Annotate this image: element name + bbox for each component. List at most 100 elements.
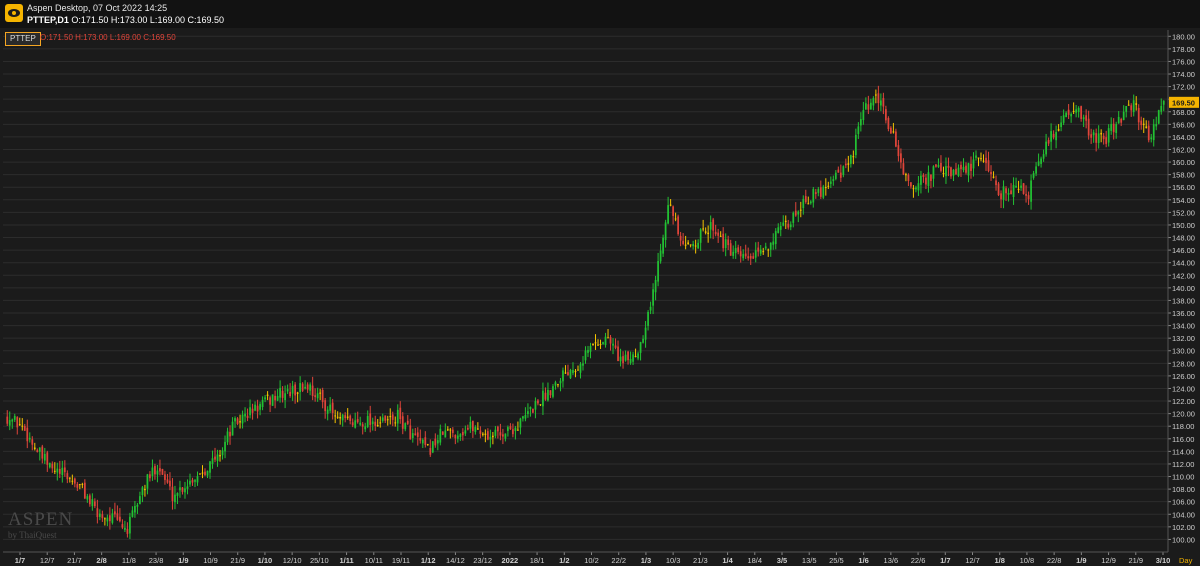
- candle-body: [139, 496, 141, 504]
- candle-body: [659, 250, 662, 262]
- candle-body: [982, 160, 985, 162]
- candle-body: [814, 192, 817, 194]
- candle-body: [862, 110, 865, 121]
- candle-body: [599, 344, 602, 346]
- y-tick-label: 164.00: [1172, 133, 1195, 142]
- candle-body: [246, 415, 249, 418]
- candle-body: [857, 126, 860, 135]
- candle-body: [704, 231, 707, 233]
- y-tick-label: 176.00: [1172, 57, 1195, 66]
- y-tick-label: 162.00: [1172, 145, 1195, 154]
- candle-body: [674, 218, 677, 220]
- candle-body: [134, 506, 136, 513]
- candle-body: [1137, 107, 1140, 123]
- candle-body: [349, 415, 352, 421]
- candle-body: [394, 422, 397, 424]
- candle-body: [194, 480, 196, 482]
- candle-body: [414, 433, 417, 436]
- candle-body: [702, 228, 705, 230]
- candle-body: [244, 413, 246, 417]
- candle-body: [179, 487, 181, 491]
- candle-body: [1050, 131, 1052, 142]
- candle-body: [1130, 105, 1133, 111]
- candle-body: [564, 372, 567, 374]
- candle-body: [78, 484, 81, 486]
- candle-body: [1055, 132, 1057, 141]
- candle-body: [264, 397, 266, 400]
- candle-body: [251, 408, 254, 413]
- candle-body: [191, 479, 194, 483]
- candle-body: [1032, 173, 1035, 178]
- candle-body: [607, 337, 609, 339]
- candle-body: [284, 393, 286, 401]
- candle-body: [1030, 180, 1032, 202]
- candle-body: [1122, 111, 1125, 121]
- candle-body: [880, 100, 882, 106]
- candle-body: [839, 172, 842, 178]
- candle-body: [409, 425, 412, 440]
- candle-body: [1077, 107, 1080, 112]
- candle-body: [757, 247, 760, 252]
- candle-body: [1132, 100, 1135, 113]
- candle-body: [184, 488, 186, 493]
- candle-body: [707, 232, 710, 235]
- candle-body: [384, 415, 387, 421]
- y-tick-label: 156.00: [1172, 183, 1195, 192]
- x-tick-label: 10/11: [365, 556, 383, 565]
- candle-body: [749, 256, 752, 259]
- candle-body: [256, 405, 259, 412]
- candle-body: [189, 480, 191, 485]
- candle-body: [424, 437, 427, 445]
- candle-body: [662, 237, 664, 254]
- candle-body: [965, 165, 967, 173]
- candle-body: [689, 244, 692, 246]
- candle-body: [461, 432, 464, 436]
- candle-body: [1115, 124, 1118, 133]
- y-tick-label: 160.00: [1172, 158, 1195, 167]
- candle-body: [83, 482, 86, 499]
- candle-body: [679, 235, 682, 241]
- candle-body: [1072, 110, 1075, 112]
- candle-body: [507, 427, 509, 431]
- candle-body: [779, 225, 782, 230]
- candle-body: [401, 416, 404, 429]
- candle-body: [537, 400, 539, 404]
- candle-body: [21, 425, 24, 427]
- candle-body: [980, 158, 982, 160]
- candle-body: [764, 246, 767, 249]
- candle-body: [141, 487, 144, 496]
- candle-body: [517, 429, 519, 431]
- candle-body: [296, 392, 299, 394]
- candle-body: [351, 422, 354, 426]
- candle-body: [912, 188, 915, 190]
- candle-body: [712, 219, 715, 231]
- candle-body: [234, 418, 236, 422]
- candle-body: [93, 501, 96, 507]
- candle-body: [476, 428, 479, 430]
- symbol-legend[interactable]: PTTEP: [5, 32, 41, 46]
- candle-body: [73, 478, 76, 484]
- candle-body: [46, 452, 49, 465]
- candle-body: [236, 418, 239, 424]
- aspen-logo-icon[interactable]: [5, 4, 23, 22]
- x-tick-label: 1/2: [559, 556, 569, 565]
- candle-body: [174, 494, 176, 503]
- candle-body: [644, 327, 647, 340]
- candle-body: [494, 429, 497, 436]
- candle-body: [104, 518, 106, 520]
- candle-body: [474, 426, 477, 432]
- candle-body: [864, 103, 867, 110]
- candle-body: [514, 427, 517, 432]
- candle-body: [902, 163, 905, 175]
- candle-body: [1160, 105, 1163, 112]
- candle-body: [369, 413, 372, 425]
- candle-body: [326, 409, 329, 414]
- candle-body: [867, 104, 870, 110]
- candle-body: [629, 358, 632, 363]
- x-tick-label: 1/10: [258, 556, 273, 565]
- candle-body: [286, 389, 289, 392]
- candle-body: [945, 166, 947, 177]
- symbol-header: PTTEP,D1 O:171.50 H:173.00 L:169.00 C:16…: [27, 15, 224, 25]
- candle-body: [617, 346, 619, 362]
